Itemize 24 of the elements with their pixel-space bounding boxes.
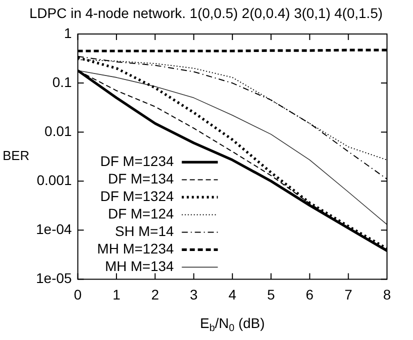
legend-label: DF M=1234	[100, 153, 174, 170]
x-tick-label: 4	[228, 286, 237, 302]
x-tick-label: 8	[383, 286, 392, 302]
x-tick-label: 0	[74, 286, 82, 302]
x-tick-label: 3	[190, 286, 198, 302]
x-tick-label: 5	[267, 286, 276, 302]
y-tick-label: 1e-05	[36, 270, 72, 286]
y-tick-label: 1	[64, 24, 72, 41]
y-tick-label: 0.001	[36, 172, 72, 188]
legend-label: SH M=14	[115, 223, 174, 240]
legend-label: DF M=1324	[100, 188, 174, 204]
y-tick-label: 0.01	[44, 122, 72, 139]
legend-label: MH M=1234	[97, 240, 174, 257]
y-tick-label: 1e-04	[36, 221, 72, 238]
legend-label: DF M=134	[108, 170, 174, 187]
y-tick-label: 0.1	[52, 74, 72, 90]
y-axis-title: BER	[2, 148, 30, 164]
legend-label: MH M=134	[104, 258, 174, 274]
chart-title: LDPC in 4-node network. 1(0,0.5) 2(0,0.4) 3(0,1) 4(0,1.5)	[29, 4, 383, 21]
x-tick-label: 2	[151, 286, 160, 302]
legend-label: DF M=124	[108, 206, 174, 222]
x-tick-label: 6	[306, 286, 314, 302]
x-tick-label: 1	[112, 286, 121, 302]
x-tick-label: 7	[344, 286, 352, 302]
